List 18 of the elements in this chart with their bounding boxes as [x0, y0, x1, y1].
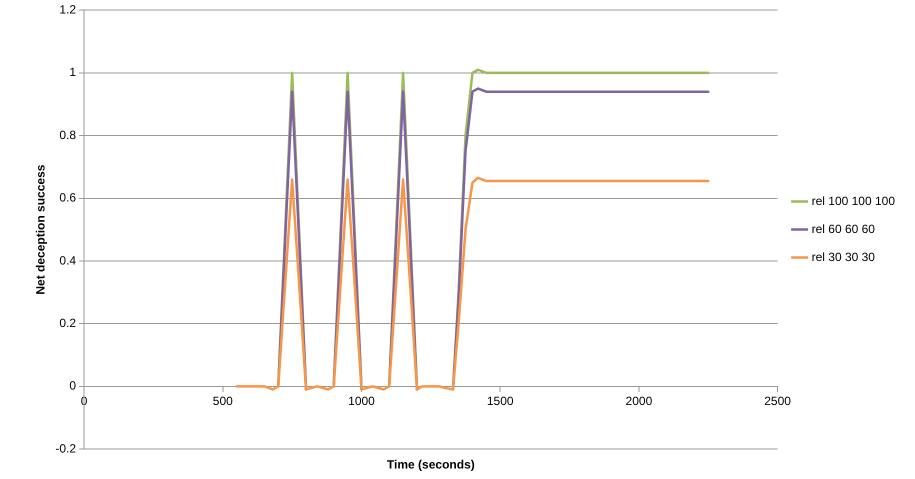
- x-tick-label: 1000: [348, 394, 376, 408]
- x-axis-title: Time (seconds): [386, 457, 475, 472]
- y-tick-label: -0.2: [55, 441, 76, 456]
- x-tick-label: 2500: [764, 394, 792, 408]
- legend-label: rel 60 60 60: [812, 222, 876, 236]
- legend-label: rel 100 100 100: [812, 194, 896, 208]
- x-tick-label: 1500: [486, 394, 514, 408]
- x-tick-label: 500: [212, 394, 234, 408]
- y-axis-title: Net deception success: [34, 164, 48, 295]
- legend-label: rel 30 30 30: [812, 250, 876, 264]
- y-tick-label: 0.2: [59, 316, 76, 330]
- x-tick-label: 2000: [626, 394, 653, 408]
- y-tick-label: 0.6: [59, 190, 76, 205]
- y-tick-label: 0: [69, 378, 76, 393]
- y-tick-label: 0.8: [59, 128, 76, 142]
- y-tick-label: 1: [69, 65, 76, 80]
- y-tick-label: 0.4: [59, 253, 76, 268]
- y-tick-label: 1.2: [59, 2, 76, 17]
